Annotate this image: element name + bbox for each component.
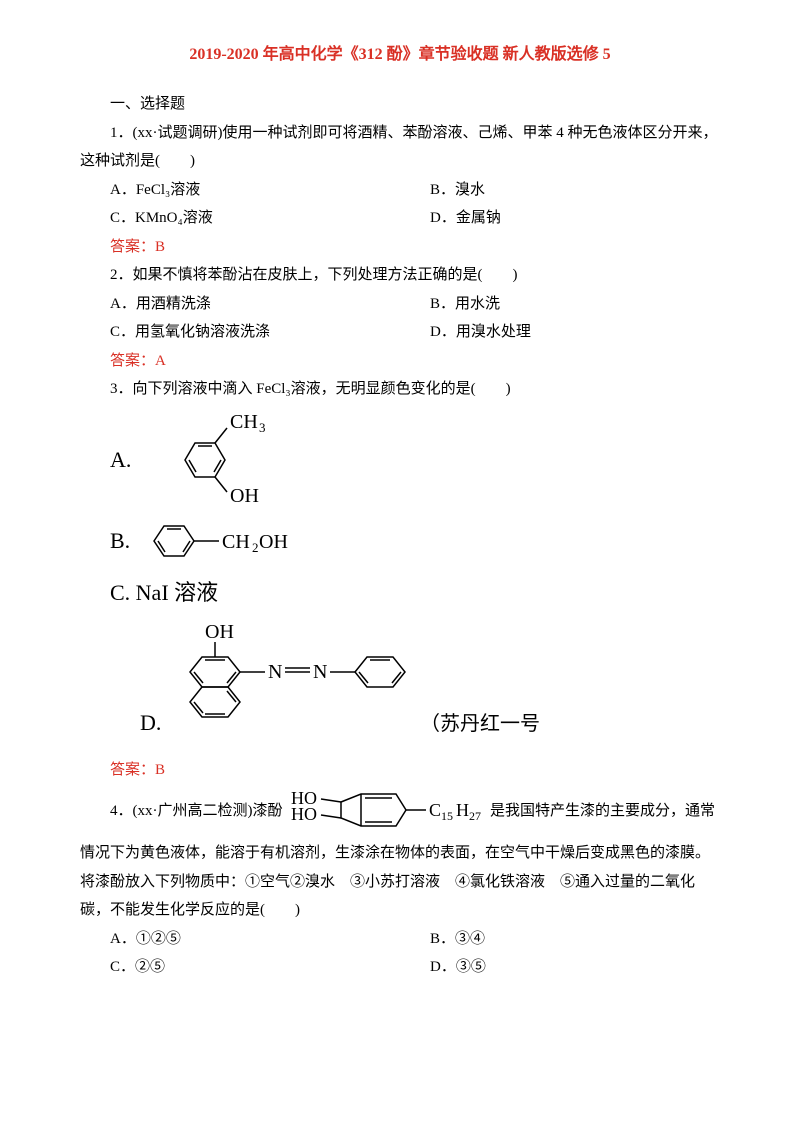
q1-D: D．金属钠 bbox=[400, 204, 720, 233]
q3-answer: 答案：B bbox=[80, 756, 720, 785]
q3-B-structure: CH 2 OH bbox=[134, 516, 324, 566]
q2-stem: 2．如果不慎将苯酚沾在皮肤上，下列处理方法正确的是( ) bbox=[80, 261, 720, 290]
q3-D: OH N N D. （苏丹红一号） bbox=[110, 620, 720, 750]
q3-B-label: B. bbox=[110, 520, 130, 562]
section-heading: 一、选择题 bbox=[80, 90, 720, 119]
q3-D-note: （苏丹红一号） bbox=[420, 712, 540, 735]
q3-B-text: CH bbox=[222, 531, 250, 553]
svg-text:C: C bbox=[429, 800, 441, 820]
q1-stem: 1．(xx·试题调研)使用一种试剂即可将酒精、苯酚溶液、己烯、甲苯 4 种无色液… bbox=[80, 119, 720, 176]
q2-C: C．用氢氧化钠溶液洗涤 bbox=[80, 318, 400, 347]
q4-structure: HO HO C 15 H 27 bbox=[286, 784, 486, 839]
q4-stem-pre: 4．(xx·广州高二检测)漆酚 bbox=[110, 803, 283, 819]
q3-A-structure: CH 3 OH bbox=[135, 410, 275, 510]
q3-D-oh: OH bbox=[205, 621, 234, 643]
q4-B: B．③④ bbox=[400, 925, 720, 954]
q1-answer: 答案：B bbox=[80, 233, 720, 262]
svg-text:15: 15 bbox=[441, 809, 453, 823]
svg-text:H: H bbox=[456, 800, 469, 820]
q4-stem: 4．(xx·广州高二检测)漆酚 HO HO C 15 H 27 是我国特产生漆的… bbox=[80, 784, 720, 925]
q3-A: A. CH 3 OH bbox=[110, 410, 720, 510]
q3-B: B. CH 2 OH bbox=[110, 516, 720, 566]
q3-C-label: C. NaI 溶液 bbox=[110, 572, 218, 614]
q2-options-row1: A．用酒精洗涤 B．用水洗 bbox=[80, 290, 720, 319]
svg-text:OH: OH bbox=[259, 531, 288, 553]
q4-options-row2: C．②⑤ D．③⑤ bbox=[80, 953, 720, 982]
q4-A: A．①②⑤ bbox=[80, 925, 400, 954]
svg-text:N: N bbox=[268, 661, 282, 683]
q1-C: C．KMnO₄溶液 bbox=[80, 204, 400, 233]
q2-B: B．用水洗 bbox=[400, 290, 720, 319]
q3-A-oh: OH bbox=[230, 485, 259, 507]
q4-options-row1: A．①②⑤ B．③④ bbox=[80, 925, 720, 954]
q3-C: C. NaI 溶液 bbox=[110, 572, 720, 614]
q1-A: A．FeCl₃溶液 bbox=[80, 176, 400, 205]
q3-D-label: D. bbox=[140, 710, 161, 735]
q2-options-row2: C．用氢氧化钠溶液洗涤 D．用溴水处理 bbox=[80, 318, 720, 347]
svg-text:3: 3 bbox=[259, 420, 266, 435]
q1-options-row2: C．KMnO₄溶液 D．金属钠 bbox=[80, 204, 720, 233]
page-title: 2019-2020 年高中化学《312 酚》章节验收题 新人教版选修 5 bbox=[80, 40, 720, 70]
q3-stem: 3．向下列溶液中滴入 FeCl₃溶液，无明显颜色变化的是( ) bbox=[80, 375, 720, 404]
q2-answer: 答案：A bbox=[80, 347, 720, 376]
q2-A: A．用酒精洗涤 bbox=[80, 290, 400, 319]
q2-D: D．用溴水处理 bbox=[400, 318, 720, 347]
svg-text:27: 27 bbox=[469, 809, 481, 823]
q4-C: C．②⑤ bbox=[80, 953, 400, 982]
svg-text:2: 2 bbox=[252, 540, 259, 555]
q3-A-ch3: CH bbox=[230, 411, 258, 433]
q4-D: D．③⑤ bbox=[400, 953, 720, 982]
q3-A-label: A. bbox=[110, 439, 131, 481]
q1-options-row1: A．FeCl₃溶液 B．溴水 bbox=[80, 176, 720, 205]
q1-B: B．溴水 bbox=[400, 176, 720, 205]
svg-text:HO: HO bbox=[291, 804, 317, 824]
svg-text:N: N bbox=[313, 661, 327, 683]
q3-D-structure: OH N N D. （苏丹红一号） bbox=[110, 620, 540, 750]
